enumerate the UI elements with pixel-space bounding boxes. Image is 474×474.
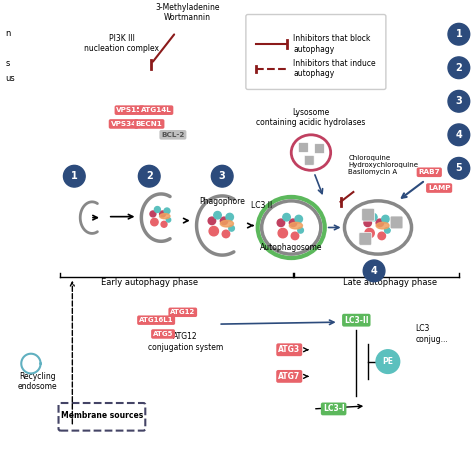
Circle shape bbox=[220, 217, 228, 225]
Text: ATG16L1: ATG16L1 bbox=[139, 317, 173, 323]
Text: Inhibitors that block
autophagy: Inhibitors that block autophagy bbox=[293, 35, 371, 54]
FancyBboxPatch shape bbox=[315, 144, 324, 154]
Circle shape bbox=[161, 221, 167, 227]
FancyBboxPatch shape bbox=[359, 232, 372, 245]
Text: ATG5: ATG5 bbox=[153, 331, 173, 337]
Text: Late autophagy phase: Late autophagy phase bbox=[343, 278, 437, 287]
Circle shape bbox=[151, 219, 158, 226]
Ellipse shape bbox=[289, 222, 302, 229]
Circle shape bbox=[278, 228, 288, 238]
Circle shape bbox=[291, 232, 299, 240]
Circle shape bbox=[448, 57, 470, 79]
Text: LAMP: LAMP bbox=[428, 185, 450, 191]
Circle shape bbox=[208, 217, 216, 225]
Circle shape bbox=[283, 213, 290, 221]
Text: ATG7: ATG7 bbox=[278, 372, 301, 381]
Text: 1: 1 bbox=[456, 29, 462, 39]
Text: Membrane sources: Membrane sources bbox=[61, 411, 143, 420]
Text: ATG12: ATG12 bbox=[170, 310, 195, 315]
Text: PE: PE bbox=[383, 357, 393, 366]
Circle shape bbox=[363, 260, 385, 282]
Circle shape bbox=[448, 124, 470, 146]
Circle shape bbox=[448, 91, 470, 112]
Circle shape bbox=[298, 228, 303, 233]
Text: VPS15: VPS15 bbox=[117, 107, 143, 113]
Ellipse shape bbox=[376, 222, 389, 229]
Circle shape bbox=[160, 211, 165, 217]
Circle shape bbox=[382, 215, 389, 223]
Text: Autophagosome: Autophagosome bbox=[260, 243, 322, 252]
Text: Recycling
endosome: Recycling endosome bbox=[18, 372, 58, 391]
Circle shape bbox=[365, 228, 374, 238]
Circle shape bbox=[214, 211, 221, 219]
Text: Chloroquine
Hydroxychloroquine
Basilomycin A: Chloroquine Hydroxychloroquine Basilomyc… bbox=[348, 155, 419, 175]
Ellipse shape bbox=[262, 201, 321, 254]
Text: n: n bbox=[5, 29, 10, 38]
Circle shape bbox=[448, 23, 470, 45]
Ellipse shape bbox=[160, 214, 170, 219]
FancyBboxPatch shape bbox=[246, 15, 386, 90]
Circle shape bbox=[211, 165, 233, 187]
Text: BECN1: BECN1 bbox=[136, 121, 163, 127]
Text: s: s bbox=[5, 59, 9, 68]
Text: LC3-II: LC3-II bbox=[344, 316, 369, 325]
Text: VPS34: VPS34 bbox=[110, 121, 137, 127]
Text: 4: 4 bbox=[456, 130, 462, 140]
Circle shape bbox=[289, 219, 297, 227]
Circle shape bbox=[370, 213, 377, 221]
FancyBboxPatch shape bbox=[299, 143, 308, 153]
Text: LC3-I: LC3-I bbox=[323, 404, 345, 413]
Text: ATG14L: ATG14L bbox=[141, 107, 172, 113]
Text: 1: 1 bbox=[71, 171, 78, 181]
Text: ATG3: ATG3 bbox=[278, 345, 301, 354]
Text: 5: 5 bbox=[456, 164, 462, 173]
Circle shape bbox=[226, 213, 234, 221]
Text: 3-Methyladenine
Wortmannin: 3-Methyladenine Wortmannin bbox=[155, 3, 220, 22]
Text: 4: 4 bbox=[371, 266, 377, 276]
Circle shape bbox=[222, 230, 230, 237]
Text: 2: 2 bbox=[456, 63, 462, 73]
Circle shape bbox=[378, 232, 385, 240]
Text: Phagophore: Phagophore bbox=[199, 197, 245, 206]
Text: us: us bbox=[5, 73, 15, 82]
Ellipse shape bbox=[291, 135, 331, 170]
Ellipse shape bbox=[220, 220, 234, 227]
Circle shape bbox=[164, 208, 170, 214]
Circle shape bbox=[384, 228, 390, 233]
Circle shape bbox=[155, 207, 160, 212]
Circle shape bbox=[376, 219, 383, 227]
Circle shape bbox=[150, 211, 156, 217]
Text: Early autophagy phase: Early autophagy phase bbox=[100, 278, 198, 287]
Text: Inhibitors that induce
autophagy: Inhibitors that induce autophagy bbox=[293, 59, 376, 78]
Circle shape bbox=[138, 165, 160, 187]
FancyBboxPatch shape bbox=[304, 155, 314, 165]
Text: 3: 3 bbox=[219, 171, 226, 181]
Circle shape bbox=[166, 218, 171, 222]
Text: PI3K III
nucleation complex: PI3K III nucleation complex bbox=[84, 34, 159, 53]
Circle shape bbox=[295, 215, 302, 223]
Text: LC3
conjug...: LC3 conjug... bbox=[416, 325, 448, 344]
Circle shape bbox=[64, 165, 85, 187]
Circle shape bbox=[277, 219, 285, 227]
Circle shape bbox=[209, 227, 219, 236]
Circle shape bbox=[364, 219, 372, 227]
Ellipse shape bbox=[345, 201, 411, 254]
Circle shape bbox=[448, 157, 470, 179]
Text: 3: 3 bbox=[456, 96, 462, 106]
Circle shape bbox=[229, 226, 234, 231]
Text: ATG12
conjugation system: ATG12 conjugation system bbox=[148, 332, 223, 352]
Text: 2: 2 bbox=[146, 171, 153, 181]
Text: RAB7: RAB7 bbox=[419, 169, 440, 175]
FancyBboxPatch shape bbox=[362, 208, 374, 221]
Text: BCL-2: BCL-2 bbox=[161, 132, 184, 138]
Circle shape bbox=[376, 350, 400, 374]
FancyBboxPatch shape bbox=[390, 216, 403, 229]
Text: Lysosome
containing acidic hydrolases: Lysosome containing acidic hydrolases bbox=[256, 108, 365, 127]
Text: LC3 II: LC3 II bbox=[251, 201, 272, 210]
FancyBboxPatch shape bbox=[58, 403, 146, 430]
